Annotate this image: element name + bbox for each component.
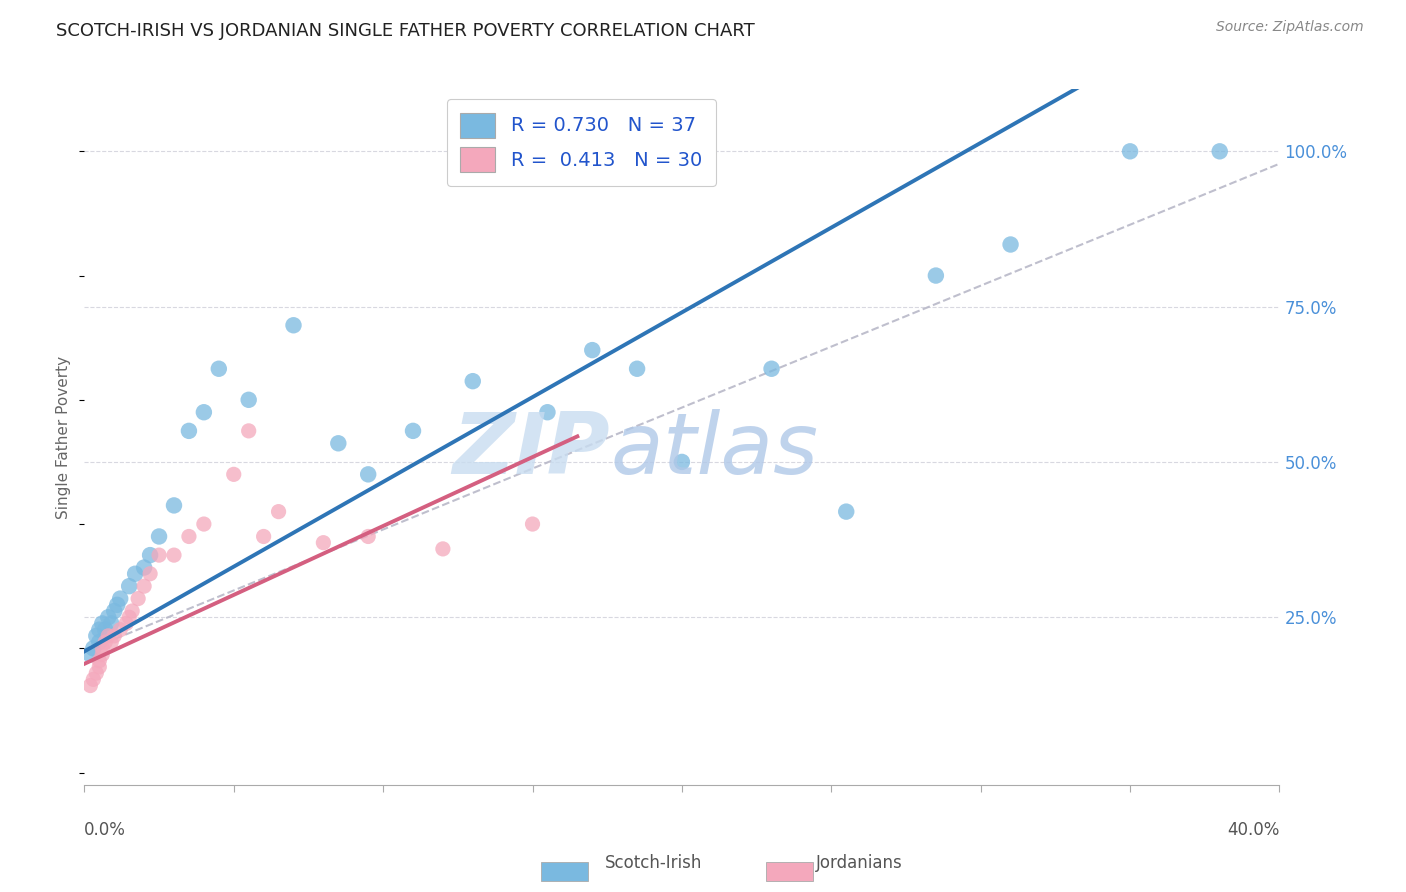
Point: [97, 629, 120, 643]
Point: [626, 361, 648, 376]
Point: [163, 499, 186, 513]
Point: [139, 548, 162, 562]
Point: [82, 641, 104, 656]
Point: [103, 629, 125, 643]
Point: [148, 529, 170, 543]
Point: [132, 560, 156, 574]
Point: [536, 405, 558, 419]
Legend: R = 0.730   N = 37, R =  0.413   N = 30: R = 0.730 N = 37, R = 0.413 N = 30: [447, 99, 716, 186]
Point: [86, 666, 108, 681]
Text: atlas: atlas: [610, 409, 818, 492]
Point: [1208, 145, 1232, 159]
Point: [89, 654, 111, 668]
Point: [139, 566, 162, 581]
Point: [432, 541, 454, 556]
Point: [193, 516, 215, 531]
Point: [110, 623, 132, 637]
Point: [91, 616, 114, 631]
Text: 40.0%: 40.0%: [1227, 821, 1279, 838]
Point: [132, 579, 156, 593]
Point: [118, 610, 141, 624]
Point: [89, 635, 111, 649]
Point: [100, 616, 122, 631]
Point: [402, 424, 425, 438]
Point: [328, 436, 350, 450]
Point: [522, 516, 544, 531]
Point: [121, 604, 143, 618]
Point: [86, 629, 108, 643]
Point: [357, 467, 380, 482]
Point: [127, 591, 149, 606]
Point: [100, 635, 122, 649]
Point: [177, 424, 200, 438]
Point: [253, 529, 276, 543]
Point: [1000, 237, 1022, 252]
Text: SCOTCH-IRISH VS JORDANIAN SINGLE FATHER POVERTY CORRELATION CHART: SCOTCH-IRISH VS JORDANIAN SINGLE FATHER …: [56, 22, 755, 40]
Point: [124, 566, 146, 581]
Point: [79, 679, 101, 693]
Point: [82, 673, 104, 687]
Point: [835, 505, 858, 519]
Point: [177, 529, 200, 543]
Text: Source: ZipAtlas.com: Source: ZipAtlas.com: [1216, 20, 1364, 34]
Point: [89, 660, 111, 674]
Point: [105, 598, 128, 612]
Y-axis label: Single Father Poverty: Single Father Poverty: [56, 356, 72, 518]
Point: [79, 648, 101, 662]
Point: [357, 529, 380, 543]
Point: [103, 604, 125, 618]
Point: [238, 424, 260, 438]
Point: [97, 610, 120, 624]
Point: [222, 467, 245, 482]
Point: [148, 548, 170, 562]
Point: [581, 343, 603, 357]
Point: [115, 616, 138, 631]
Point: [94, 635, 117, 649]
Point: [1119, 145, 1142, 159]
Point: [94, 623, 117, 637]
Text: ZIP: ZIP: [453, 409, 610, 492]
Point: [118, 579, 141, 593]
Point: [461, 374, 484, 388]
Point: [91, 648, 114, 662]
Point: [283, 318, 305, 333]
Point: [110, 591, 132, 606]
Point: [193, 405, 215, 419]
Point: [925, 268, 948, 283]
Point: [208, 361, 231, 376]
Point: [267, 505, 290, 519]
Text: 0.0%: 0.0%: [84, 821, 127, 838]
Point: [91, 641, 114, 656]
Point: [312, 535, 335, 549]
Point: [163, 548, 186, 562]
Text: Jordanians: Jordanians: [815, 855, 903, 872]
Text: Scotch-Irish: Scotch-Irish: [605, 855, 702, 872]
Point: [238, 392, 260, 407]
Point: [671, 455, 693, 469]
Point: [761, 361, 783, 376]
Point: [89, 623, 111, 637]
